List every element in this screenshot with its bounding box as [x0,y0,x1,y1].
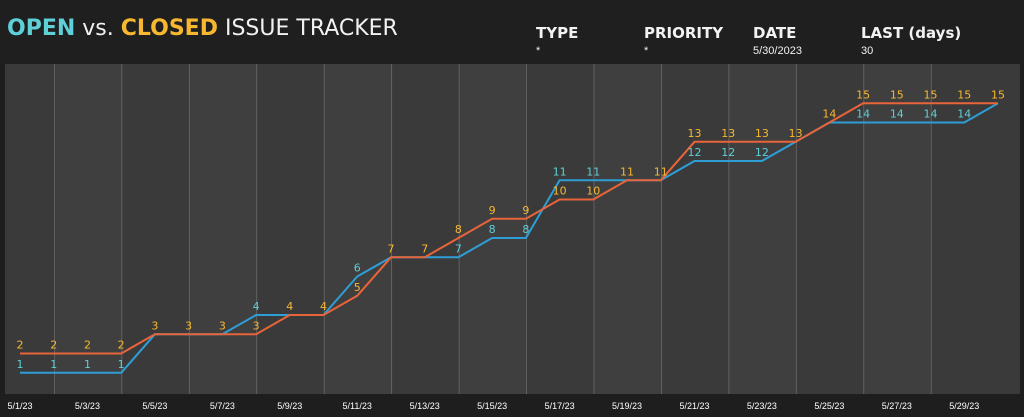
open-data-label: 6 [354,262,361,275]
grid-band [459,64,527,394]
open-data-label: 14 [890,108,904,121]
closed-data-label: 3 [219,319,226,332]
closed-data-label: 15 [957,88,971,101]
x-tick-label: 5/21/23 [679,401,709,411]
closed-data-label: 11 [620,165,634,178]
x-tick-label: 5/11/23 [343,401,372,411]
closed-data-label: 13 [721,127,735,140]
filter-last-days[interactable]: LAST (days) 30 [861,24,961,57]
open-data-label: 12 [687,146,701,159]
filter-priority[interactable]: PRIORITY * [644,24,723,57]
open-data-label: 1 [84,358,91,371]
filter-type-label: TYPE [536,24,579,42]
open-data-label: 1 [50,358,57,371]
filter-date-label: DATE [753,24,797,42]
filter-type-value[interactable]: * [536,45,541,57]
closed-data-label: 15 [890,88,904,101]
filter-last-days-value[interactable]: 30 [861,45,874,57]
closed-data-label: 3 [185,319,192,332]
open-data-label: 12 [755,146,769,159]
grid-band [324,64,392,394]
grid-band [54,64,122,394]
open-data-label: 12 [721,146,735,159]
x-tick-label: 5/25/23 [814,401,844,411]
open-data-label: 14 [856,108,870,121]
open-data-label: 4 [253,300,260,313]
x-tick-label: 5/7/23 [210,401,235,411]
open-data-label: 1 [17,358,24,371]
grid-band [189,64,257,394]
x-tick-label: 5/5/23 [142,401,167,411]
open-data-label: 11 [553,165,567,178]
x-tick-label: 5/17/23 [545,401,575,411]
page-title: OPEN vs. CLOSED ISSUE TRACKER [7,16,398,41]
closed-data-label: 4 [286,300,293,313]
closed-data-label: 9 [489,204,496,217]
closed-data-label: 8 [455,223,462,236]
closed-data-label: 3 [253,319,260,332]
x-tick-label: 5/19/23 [612,401,642,411]
filter-date-value[interactable]: 5/30/2023 [753,45,802,57]
title-closed: CLOSED [120,16,218,41]
open-data-label: 7 [455,242,462,255]
closed-data-label: 9 [522,204,529,217]
closed-data-label: 11 [654,165,668,178]
closed-data-label: 2 [50,339,57,352]
header: OPEN vs. CLOSED ISSUE TRACKER TYPE * PRI… [0,0,1024,64]
closed-data-label: 13 [687,127,701,140]
closed-series-line [20,102,998,355]
title-vs: vs. [75,16,121,41]
x-tick-label: 5/15/23 [477,401,507,411]
title-open: OPEN [7,16,76,41]
chart-area: 5/1/23 5/3/23 5/5/23 5/7/23 5/9/23 5/11/23 5/1… [0,64,1024,417]
closed-data-label: 15 [924,88,938,101]
x-tick-label: 5/23/23 [747,401,777,411]
filter-date[interactable]: DATE 5/30/2023 [753,24,802,57]
title-rest: ISSUE TRACKER [217,16,398,41]
filter-last-days-label: LAST (days) [861,24,962,42]
x-tick-label: 5/29/23 [949,401,979,411]
open-data-label: 8 [489,223,496,236]
closed-data-label: 15 [991,88,1005,101]
closed-data-label: 3 [151,319,158,332]
x-tick-label: 5/13/23 [410,401,440,411]
open-data-label: 14 [957,108,971,121]
open-data-label: 8 [522,223,529,236]
open-data-label: 11 [586,165,600,178]
closed-data-label: 15 [856,88,870,101]
closed-data-label: 13 [789,127,803,140]
closed-data-label: 2 [84,339,91,352]
closed-data-label: 10 [586,185,600,198]
closed-data-label: 13 [755,127,769,140]
issue-chart: 5/1/23 5/3/23 5/5/23 5/7/23 5/9/23 5/11/23 5/1… [5,64,1020,411]
closed-data-label: 7 [421,242,428,255]
closed-data-label: 4 [320,300,327,313]
x-tick-label: 5/3/23 [75,401,100,411]
closed-data-label: 7 [387,242,394,255]
x-tick-label: 5/1/23 [7,401,32,411]
x-tick-label: 5/9/23 [277,401,302,411]
closed-data-label: 2 [17,339,24,352]
closed-data-label: 14 [822,108,836,121]
x-tick-label: 5/27/23 [882,401,912,411]
filter-priority-label: PRIORITY [644,24,724,42]
open-data-label: 14 [924,108,938,121]
closed-data-label: 5 [354,281,361,294]
grid-band [593,64,662,394]
closed-data-label: 2 [118,339,125,352]
closed-data-label: 10 [553,185,567,198]
grid-band [863,64,932,394]
open-data-label: 1 [118,358,125,371]
filter-type[interactable]: TYPE * [536,24,578,57]
grid-band [728,64,797,394]
filter-priority-value[interactable]: * [644,45,649,57]
